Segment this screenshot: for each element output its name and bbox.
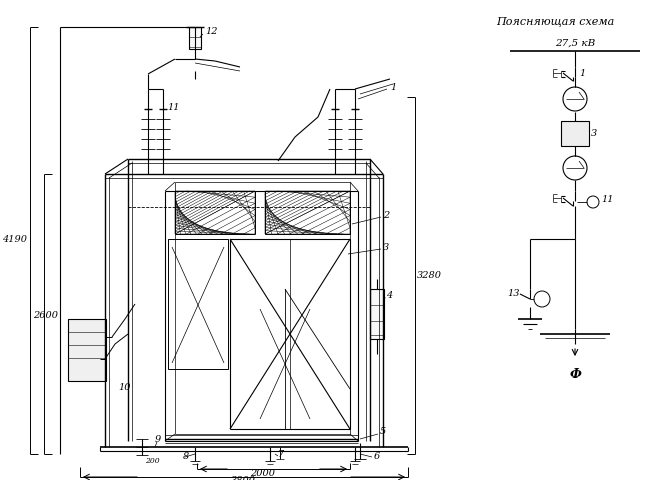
Text: 3280: 3280 [417,271,442,280]
Text: 9: 9 [155,434,161,444]
Text: 10: 10 [118,383,130,392]
Text: 2000: 2000 [251,468,276,478]
Circle shape [563,156,587,180]
Circle shape [563,88,587,112]
Bar [189,28,201,50]
Circle shape [587,197,599,209]
Text: 11: 11 [601,195,614,204]
Text: Ф: Ф [569,368,581,381]
Text: 11: 11 [167,102,179,111]
Text: 3: 3 [383,243,389,252]
Text: 4190: 4190 [2,235,27,244]
Text: 1: 1 [390,84,396,92]
Text: 2600: 2600 [33,310,58,319]
Circle shape [534,291,550,307]
Text: 5: 5 [380,427,386,435]
Text: 3: 3 [591,129,597,138]
Text: 27,5 кВ: 27,5 кВ [555,38,595,48]
Bar [370,289,384,339]
Text: 1: 1 [579,68,585,77]
Text: 6: 6 [374,452,380,460]
Text: 3800: 3800 [230,476,255,480]
Text: 2: 2 [383,210,389,219]
Bar [561,122,589,147]
Text: 4: 4 [386,290,392,299]
Text: 12: 12 [205,27,218,36]
Text: Поясняющая схема: Поясняющая схема [496,17,614,27]
Bar [168,240,228,369]
Text: 7: 7 [278,450,284,458]
Text: 13: 13 [507,288,519,297]
Bar [68,319,106,381]
Text: 8: 8 [183,452,190,460]
Text: 200: 200 [144,456,159,464]
